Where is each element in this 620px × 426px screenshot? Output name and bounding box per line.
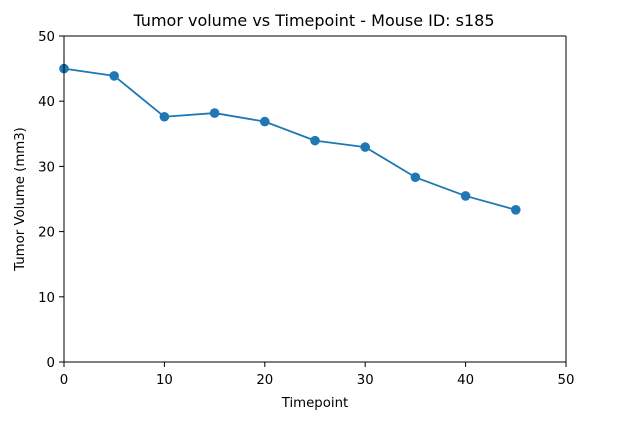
x-tick-label: 50 xyxy=(558,373,575,388)
x-axis-ticks: 0 10 20 30 40 50 xyxy=(60,362,575,388)
data-point xyxy=(410,172,421,183)
data-point xyxy=(511,205,521,215)
series-layer xyxy=(59,63,521,215)
y-axis-title: Tumor Volume (mm3) xyxy=(13,127,28,272)
y-tick-label: 50 xyxy=(38,30,55,45)
x-tick-label: 0 xyxy=(60,373,68,388)
data-point xyxy=(109,71,119,81)
data-point xyxy=(460,191,471,201)
x-tick-label: 20 xyxy=(256,373,273,388)
y-tick-label: 10 xyxy=(38,291,55,306)
x-tick-label: 10 xyxy=(156,373,173,388)
y-tick-label: 40 xyxy=(38,95,55,110)
data-point xyxy=(260,116,270,127)
data-point xyxy=(310,135,320,146)
y-tick-label: 20 xyxy=(38,226,55,241)
x-axis-title: Timepoint xyxy=(281,396,348,411)
chart-title: Tumor volume vs Timepoint - Mouse ID: s1… xyxy=(132,11,494,30)
y-tick-label: 0 xyxy=(47,356,55,371)
plot-area xyxy=(64,36,566,362)
data-point xyxy=(360,142,371,152)
y-axis-ticks: 0 10 20 30 40 50 xyxy=(38,30,64,371)
x-tick-label: 30 xyxy=(357,373,374,388)
data-point xyxy=(209,108,220,118)
y-tick-label: 30 xyxy=(38,160,55,175)
series-line xyxy=(63,67,517,211)
data-point xyxy=(159,111,170,122)
x-tick-label: 40 xyxy=(457,373,474,388)
